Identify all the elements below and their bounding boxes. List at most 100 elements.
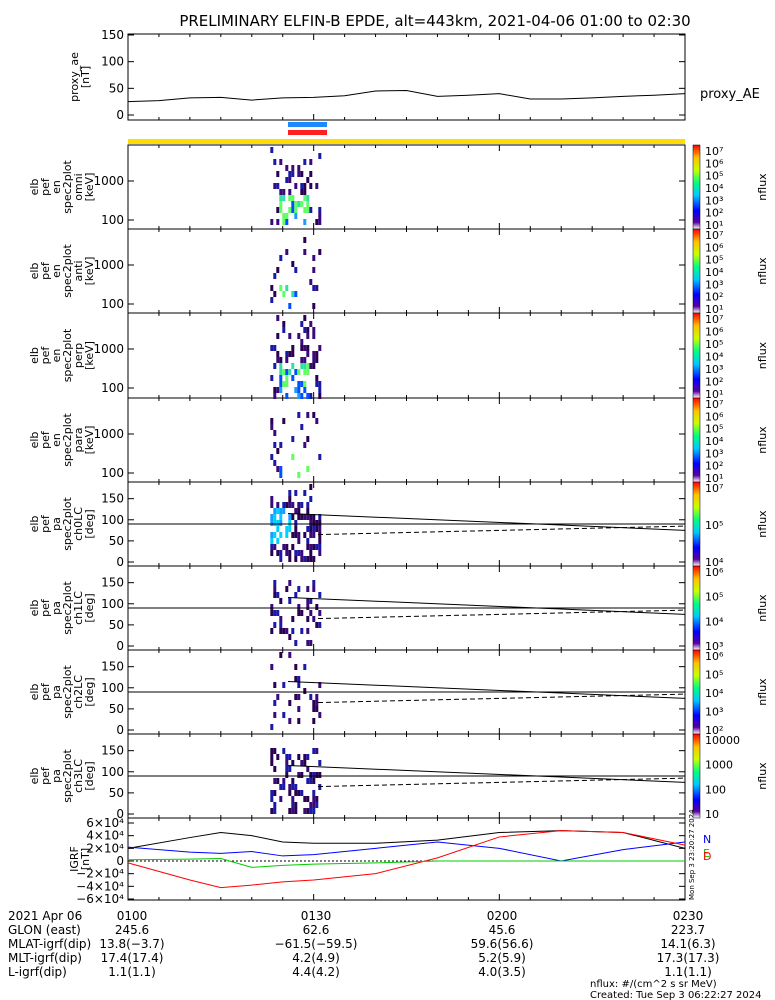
spectrogram-cell [270,664,274,670]
spectrogram-cell [285,532,289,538]
spectrogram-cell [279,195,283,201]
spectrogram-cell [312,778,316,784]
spectrogram-cell [303,664,307,670]
colorbar-tick-label: 10³ [705,278,723,291]
panel-ylabel-line: ch2LC [72,675,85,709]
spectrogram-cell [288,550,292,556]
spectrogram-cell [282,219,286,225]
spectrogram-cell [282,502,286,508]
spectrogram-cell [285,369,289,375]
spectrogram-cell [312,580,316,586]
spectrogram-cell [309,159,313,165]
spectrogram-cell [297,412,301,418]
spectrogram-cell [303,387,307,393]
spectrogram-cell [318,772,322,778]
panel-ylabel-line: [keV] [83,341,96,370]
spectrogram-cell [309,207,313,213]
spectrogram-cell [318,592,322,598]
colorbar-label: nflux [756,510,769,538]
spectrogram-cell [270,496,274,502]
colorbar-tick-label: 10⁷ [705,313,723,326]
panel-frame [127,397,686,483]
spectrogram-cell [273,393,277,399]
footer-row-value: 223.7 [671,923,705,937]
spectrogram-cell [309,484,313,490]
spectrogram-cell [306,640,310,646]
footer-row-value: 4.4(4.2) [292,965,340,979]
spectrogram-cell [291,261,295,267]
y-tick-label: 0 [116,854,124,868]
spectrogram-cell [288,177,292,183]
colorbar-tick-label: 10³ [705,706,723,719]
spectrogram-cell [294,520,298,526]
spectrogram-cell [318,381,322,387]
spectrogram-cell [297,718,301,724]
y-tick-label: 100 [101,513,124,527]
plot-title: PRELIMINARY ELFIN-B EPDE, alt=443km, 202… [179,12,690,30]
colorbar [692,733,701,819]
spectrogram-cell [306,778,310,784]
spectrogram-cell [270,754,274,760]
spectrogram-cell [306,598,310,604]
y-tick-label: 100 [101,381,124,395]
footer-row-value: −61.5(−59.5) [275,937,358,951]
spectrogram-cell [309,544,313,550]
spectrogram-cell [285,754,289,760]
anti-loss-cone-line [317,693,686,704]
spectrogram-cell [291,165,295,171]
colorbar-label: nflux [756,594,769,622]
spectrogram-cell [288,754,292,760]
spectrogram-cell [282,189,286,195]
spectrogram-cell [282,508,286,514]
spectrogram-cell [309,363,313,369]
colorbar-tick-label: 10⁴ [705,615,724,628]
orbit-indicator-bars [128,122,685,144]
spectrogram-cell [294,267,298,273]
panel-ylabel-line: proxy_ae [68,52,81,102]
y-tick-label: 100 [101,55,124,69]
spectrogram-cell [309,640,313,646]
spectrogram-cell [291,796,295,802]
spectrogram-cell [294,694,298,700]
spectrogram-cell [279,375,283,381]
spectrogram-cell [294,183,298,189]
spectrogram-cell [300,502,304,508]
spectrogram-cell [273,790,277,796]
spectrogram-cell [288,526,292,532]
spectrogram-cell [318,760,322,766]
spectrogram-cell [312,700,316,706]
spectrogram-cell [312,520,316,526]
panel-ylabel-line: elb [28,600,41,617]
spectrogram-cell [276,694,280,700]
spectrogram-cell [306,556,310,562]
spectrogram-cell [288,514,292,520]
spectrogram-cell [291,544,295,550]
panel-ylabel-line: [nT] [79,66,92,88]
spectrogram-cell [303,808,307,814]
spectrogram-cell [315,357,319,363]
spectrogram-cell [276,387,280,393]
spectrogram-cell [303,796,307,802]
colorbar [692,312,701,399]
spectrogram-cell [288,652,292,658]
spectrogram-cell [270,604,274,610]
spectrogram-cell [318,153,322,159]
spectrogram-cell [312,285,316,291]
spectrogram-cell [312,333,316,339]
spectrogram-cell [303,514,307,520]
footer-row-value: 1.1(1.1) [664,965,712,979]
colorbar-tick-label: 10⁵ [705,591,723,604]
spectrogram-cell [273,712,277,718]
spectrogram-cell [306,604,310,610]
footer-row-label: 2021 Apr 06 [8,909,82,923]
spectrogram-cell [273,508,277,514]
legend-e: E [703,847,710,860]
spectrogram-cell [282,418,286,424]
spectrogram-cell [291,616,295,622]
spectrogram-cell [303,195,307,201]
spectrogram-cell [276,526,280,532]
spectrogram-cell [306,526,310,532]
spectrogram-cell [291,808,295,814]
spectrogram-cell [276,610,280,616]
yellow-bar [128,139,685,144]
